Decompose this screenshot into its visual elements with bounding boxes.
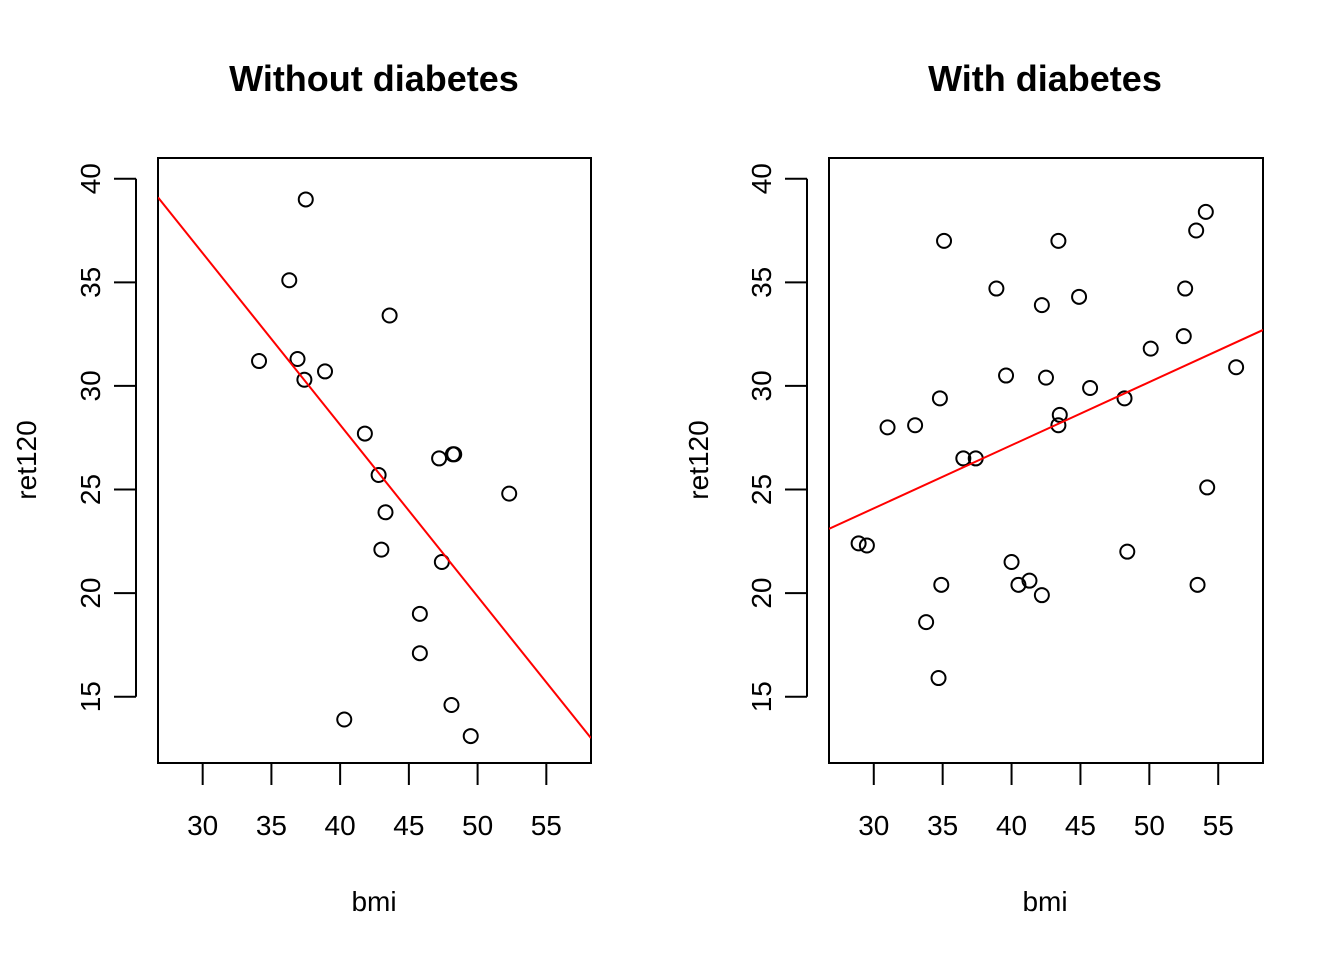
- data-point: [289, 350, 306, 367]
- regression-line: [829, 329, 1263, 530]
- regression-line: [158, 196, 591, 739]
- data-point: [858, 537, 875, 554]
- x-tick-label: 40: [325, 810, 356, 841]
- y-tick-label: 25: [746, 474, 777, 505]
- data-point: [1082, 379, 1099, 396]
- x-tick-label: 55: [1203, 810, 1234, 841]
- x-tick-label: 35: [927, 810, 958, 841]
- data-point: [443, 696, 460, 713]
- y-tick-label: 35: [746, 267, 777, 298]
- data-point: [1175, 328, 1192, 345]
- x-tick-label: 45: [1065, 810, 1096, 841]
- data-point: [431, 450, 448, 467]
- data-point: [501, 485, 518, 502]
- data-point: [446, 446, 463, 463]
- data-point: [931, 390, 948, 407]
- x-axis-label: bmi: [351, 886, 396, 917]
- data-point: [988, 280, 1005, 297]
- chart-title: With diabetes: [928, 58, 1162, 99]
- data-point: [1189, 576, 1206, 593]
- data-point: [1228, 359, 1245, 376]
- x-axis-label: bmi: [1022, 886, 1067, 917]
- data-point: [411, 605, 428, 622]
- data-point: [411, 645, 428, 662]
- x-tick-label: 55: [531, 810, 562, 841]
- data-point: [1051, 406, 1068, 423]
- y-tick-label: 40: [746, 163, 777, 194]
- x-tick-label: 30: [858, 810, 889, 841]
- data-point: [850, 535, 867, 552]
- y-tick-label: 15: [746, 681, 777, 712]
- data-point: [1199, 479, 1216, 496]
- data-point: [1033, 297, 1050, 314]
- data-point: [381, 307, 398, 324]
- x-tick-label: 40: [996, 810, 1027, 841]
- data-point: [297, 191, 314, 208]
- data-point: [336, 711, 353, 728]
- y-tick-label: 20: [746, 578, 777, 609]
- y-tick-label: 20: [75, 578, 106, 609]
- x-tick-label: 50: [1134, 810, 1165, 841]
- x-tick-label: 30: [187, 810, 218, 841]
- x-tick-label: 45: [393, 810, 424, 841]
- data-point: [955, 450, 972, 467]
- data-point: [1038, 369, 1054, 386]
- data-point: [1003, 554, 1020, 571]
- y-axis-label: ret120: [683, 420, 714, 499]
- data-point: [1033, 587, 1050, 604]
- data-point: [930, 670, 947, 687]
- x-tick-label: 35: [256, 810, 287, 841]
- panel-with-diabetes: With diabetes bmi ret120 30 35 40 45 50 55 15 2…: [683, 58, 1264, 917]
- data-point: [1050, 232, 1067, 249]
- panel-without-diabetes: Without diabetes bmi ret120 30 35 40 45 50 55…: [11, 58, 592, 917]
- data-point: [907, 417, 924, 434]
- y-tick-label: 15: [75, 681, 106, 712]
- data-point: [1050, 417, 1067, 434]
- plot-frame: [157, 157, 592, 764]
- plot-frame: [828, 157, 1264, 764]
- data-point: [377, 504, 394, 521]
- data-point: [281, 272, 298, 289]
- data-point: [1197, 203, 1214, 220]
- data-point: [879, 419, 896, 436]
- data-point: [1142, 340, 1159, 357]
- y-tick-label: 25: [75, 474, 106, 505]
- y-axis-label: ret120: [11, 420, 42, 499]
- data-point: [1177, 280, 1194, 297]
- data-point: [251, 353, 268, 370]
- y-tick-label: 35: [75, 267, 106, 298]
- data-point: [1119, 543, 1136, 560]
- data-point: [356, 425, 373, 442]
- data-point: [1116, 390, 1133, 407]
- data-point: [373, 541, 390, 558]
- data-point: [462, 728, 479, 745]
- data-point: [296, 371, 313, 388]
- y-tick-label: 40: [75, 163, 106, 194]
- data-point: [998, 367, 1015, 384]
- data-point: [1071, 288, 1088, 305]
- y-tick-label: 30: [746, 370, 777, 401]
- data-point: [1021, 572, 1038, 589]
- data-point: [936, 232, 953, 249]
- x-tick-label: 50: [462, 810, 493, 841]
- data-point: [1010, 576, 1027, 593]
- data-point: [918, 614, 935, 631]
- y-tick-label: 30: [75, 370, 106, 401]
- data-point: [370, 467, 387, 484]
- data-point: [317, 363, 334, 380]
- data-point: [933, 576, 950, 593]
- chart-title: Without diabetes: [229, 58, 519, 99]
- data-point: [1188, 222, 1205, 239]
